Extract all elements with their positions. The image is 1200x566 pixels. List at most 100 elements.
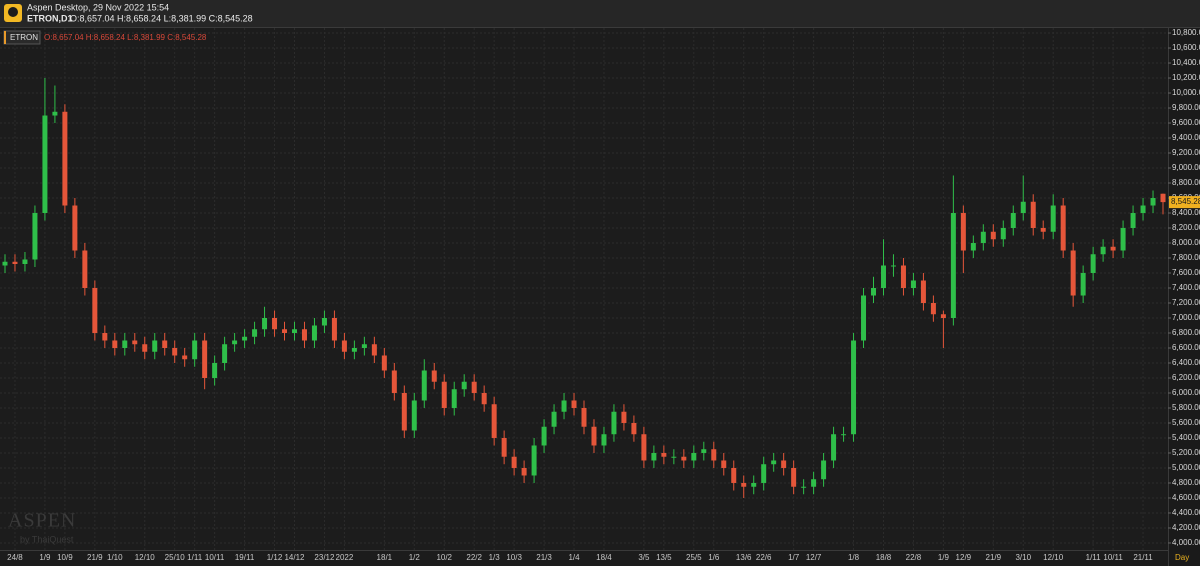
candle-body bbox=[1000, 228, 1006, 240]
app-title: Aspen Desktop, 29 Nov 2022 15:54 bbox=[27, 2, 169, 12]
x-tick-label: 18/1 bbox=[377, 553, 393, 562]
candle-body bbox=[561, 400, 567, 412]
y-tick-label: 6,600.00 bbox=[1172, 343, 1200, 352]
candle-body bbox=[222, 344, 228, 363]
x-tick-label: 10/2 bbox=[436, 553, 452, 562]
candle-body bbox=[291, 329, 297, 333]
candle-body bbox=[371, 344, 377, 356]
candle-body bbox=[910, 280, 916, 288]
x-tick-label: 10/11 bbox=[205, 553, 225, 562]
timeframe[interactable]: Day bbox=[1175, 553, 1189, 562]
x-tick-label: 1/3 bbox=[489, 553, 501, 562]
title-bar bbox=[0, 0, 1200, 27]
candle-body bbox=[272, 317, 278, 330]
symbol: ETRON,D1 bbox=[27, 13, 73, 23]
candle-body bbox=[441, 381, 447, 408]
candle-body bbox=[282, 329, 288, 333]
candle-body bbox=[92, 288, 98, 333]
candle-body bbox=[611, 411, 617, 435]
candle-body bbox=[132, 340, 138, 345]
x-tick-label: 1/11 bbox=[187, 553, 203, 562]
y-tick-label: 8,800.00 bbox=[1172, 178, 1200, 187]
candle-body bbox=[72, 205, 78, 251]
x-tick-label: 14/12 bbox=[284, 553, 305, 562]
candle-body bbox=[1150, 198, 1156, 206]
watermark-brand: ASPEN bbox=[8, 510, 76, 532]
candle-body bbox=[62, 111, 68, 206]
x-tick-label: 19/11 bbox=[235, 553, 255, 562]
candle-body bbox=[871, 288, 877, 296]
candle-body bbox=[681, 456, 687, 461]
price-axis bbox=[1168, 28, 1200, 566]
y-tick-label: 9,400.00 bbox=[1172, 133, 1200, 142]
candle-body bbox=[301, 329, 307, 341]
candle-body bbox=[761, 464, 767, 483]
candle-body bbox=[202, 340, 208, 378]
y-tick-label: 9,200.00 bbox=[1172, 148, 1200, 157]
candle-body bbox=[930, 302, 936, 315]
y-tick-label: 5,000.00 bbox=[1172, 463, 1200, 472]
candle-body bbox=[1010, 213, 1016, 229]
ohlc-text: O:8,657.04 H:8,658.24 L:8,381.99 C:8,545… bbox=[70, 13, 253, 23]
candle-body bbox=[571, 400, 577, 408]
candle-body bbox=[1080, 273, 1086, 296]
candle-body bbox=[162, 340, 168, 348]
candle-body bbox=[731, 467, 737, 483]
candle-body bbox=[192, 340, 198, 360]
candle-body bbox=[641, 434, 647, 461]
candle-body bbox=[531, 445, 537, 476]
x-tick-label: 21/3 bbox=[536, 553, 552, 562]
candle-body bbox=[142, 344, 148, 352]
candle-body bbox=[601, 434, 607, 446]
candle-body bbox=[751, 482, 757, 487]
candle-body bbox=[791, 467, 797, 487]
candle-body bbox=[821, 460, 827, 480]
y-tick-label: 4,000.00 bbox=[1172, 538, 1200, 547]
candle-body bbox=[491, 404, 497, 438]
x-tick-label: 1/6 bbox=[708, 553, 720, 562]
y-tick-label: 9,000.00 bbox=[1172, 163, 1200, 172]
y-tick-label: 5,200.00 bbox=[1172, 448, 1200, 457]
candle-body bbox=[861, 295, 867, 341]
candle-body bbox=[950, 213, 956, 318]
candle-body bbox=[182, 355, 188, 360]
candle-body bbox=[451, 389, 457, 408]
x-tick-label: 25/5 bbox=[686, 553, 702, 562]
candle-body bbox=[541, 426, 547, 446]
y-tick-label: 5,600.00 bbox=[1172, 418, 1200, 427]
candle-body bbox=[741, 482, 747, 487]
x-tick-label: 12/10 bbox=[135, 553, 156, 562]
overlay-symbol: ETRON bbox=[10, 33, 38, 42]
x-tick-label: 22/6 bbox=[756, 553, 772, 562]
candle-body bbox=[481, 392, 487, 405]
x-tick-label: 21/9 bbox=[87, 553, 103, 562]
y-tick-label: 6,000.00 bbox=[1172, 388, 1200, 397]
candle-body bbox=[102, 332, 108, 341]
y-tick-label: 5,800.00 bbox=[1172, 403, 1200, 412]
y-tick-label: 8,400.00 bbox=[1172, 208, 1200, 217]
candle-body bbox=[1060, 205, 1066, 251]
y-tick-label: 4,200.00 bbox=[1172, 523, 1200, 532]
candle-body bbox=[631, 422, 637, 435]
x-tick-label: 1/12 bbox=[267, 553, 283, 562]
x-tick-label: 2022 bbox=[336, 553, 354, 562]
candle-body bbox=[331, 317, 337, 341]
candle-body bbox=[461, 381, 467, 390]
y-tick-label: 4,600.00 bbox=[1172, 493, 1200, 502]
y-tick-label: 10,600.00 bbox=[1172, 43, 1200, 52]
candle-body bbox=[262, 317, 268, 330]
x-tick-label: 1/4 bbox=[568, 553, 580, 562]
candle-body bbox=[391, 370, 397, 393]
candle-body bbox=[351, 347, 357, 352]
candle-body bbox=[970, 243, 976, 251]
overlay-ohlc: O:8,657.04 H:8,658.24 L:8,381.99 C:8,545… bbox=[44, 33, 207, 42]
last-price-label: 8,545.28 bbox=[1171, 197, 1200, 206]
candle-body bbox=[781, 460, 787, 468]
candle-body bbox=[32, 213, 38, 260]
x-tick-label: 1/10 bbox=[107, 553, 123, 562]
y-tick-label: 7,000.00 bbox=[1172, 313, 1200, 322]
candle-body bbox=[701, 449, 707, 453]
candle-body bbox=[1120, 228, 1126, 251]
candle-body bbox=[841, 434, 847, 436]
